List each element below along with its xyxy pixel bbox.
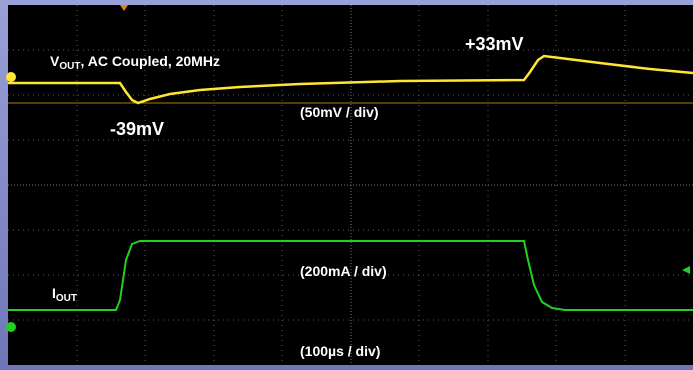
timebase: (100µs / div) — [300, 343, 380, 359]
channel-1-marker — [6, 72, 16, 82]
channel-2-marker — [6, 322, 16, 332]
symbol: I — [52, 285, 56, 301]
description: , AC Coupled, 20MHz — [80, 53, 220, 69]
channel-2-offset-marker — [682, 266, 690, 274]
current-scale: (200mA / div) — [300, 263, 387, 279]
graticule — [8, 5, 693, 365]
current-label: IOUT — [52, 285, 77, 304]
peak-annotation: +33mV — [465, 34, 524, 54]
dip-annotation: -39mV — [110, 119, 164, 139]
trigger-marker — [120, 5, 128, 11]
subscript: OUT — [56, 293, 77, 304]
subscript: OUT — [59, 61, 80, 72]
current-trace — [8, 240, 693, 311]
voltage-label: VOUT, AC Coupled, 20MHz — [50, 53, 220, 72]
voltage-scale: (50mV / div) — [300, 104, 379, 120]
symbol: V — [50, 53, 60, 69]
voltage-trace — [8, 54, 693, 105]
